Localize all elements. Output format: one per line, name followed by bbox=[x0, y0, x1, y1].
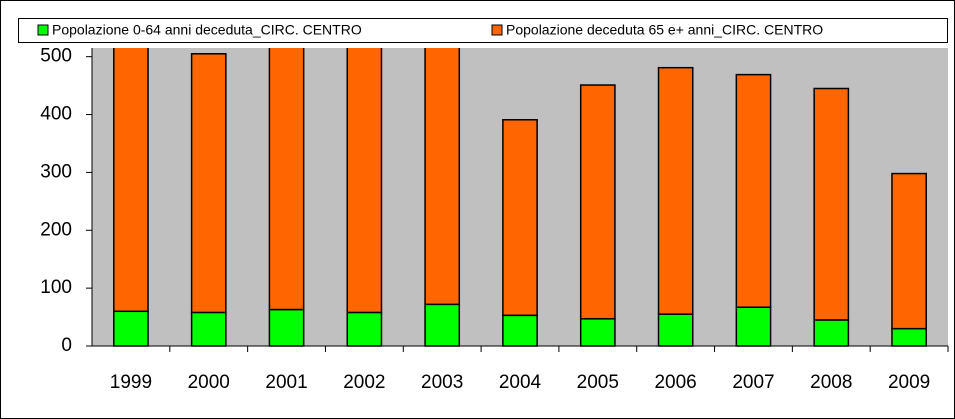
bar-segment bbox=[891, 172, 927, 330]
bar-segment bbox=[735, 73, 772, 308]
bar-segment bbox=[579, 84, 616, 320]
bar-segment bbox=[424, 48, 461, 306]
x-tick-label: 2007 bbox=[732, 372, 774, 393]
x-tick-label: 2001 bbox=[265, 372, 307, 393]
bar-segment bbox=[268, 48, 305, 311]
x-tick-label: 2002 bbox=[343, 372, 385, 393]
y-tick-label: 500 bbox=[40, 46, 72, 67]
bar-segment bbox=[268, 308, 305, 347]
bar-segment bbox=[502, 119, 538, 317]
bar-segment bbox=[113, 48, 149, 313]
legend-swatch bbox=[491, 24, 503, 36]
y-tick-label: 400 bbox=[40, 104, 72, 125]
bar-segment bbox=[813, 87, 850, 321]
x-tick-label: 2008 bbox=[810, 372, 852, 393]
x-tick-label: 2005 bbox=[577, 372, 619, 393]
bar-segment bbox=[579, 318, 616, 347]
bar-segment bbox=[424, 303, 461, 347]
bar-segment bbox=[657, 66, 694, 315]
bar-segment bbox=[502, 314, 538, 347]
x-tick-label: 2009 bbox=[888, 372, 930, 393]
bar-segment bbox=[346, 311, 383, 347]
y-tick-label: 300 bbox=[40, 161, 72, 182]
bar-segment bbox=[891, 327, 927, 347]
x-tick-label: 2004 bbox=[499, 372, 542, 393]
y-tick-label: 200 bbox=[40, 219, 72, 240]
x-tick-label: 2006 bbox=[654, 372, 696, 393]
bar-segment bbox=[190, 311, 227, 347]
bar-segment bbox=[190, 53, 227, 314]
plot bbox=[113, 48, 927, 347]
x-tick-label: 2003 bbox=[421, 372, 463, 393]
bar-segment bbox=[657, 313, 694, 347]
legend-label: Popolazione deceduta 65 e+ anni_CIRC. CE… bbox=[506, 22, 823, 38]
bar-segment bbox=[113, 310, 149, 347]
y-tick-label: 100 bbox=[40, 277, 72, 298]
legend-label: Popolazione 0-64 anni deceduta_CIRC. CEN… bbox=[52, 22, 362, 38]
x-tick-label: 2000 bbox=[188, 372, 230, 393]
bar-segment bbox=[346, 48, 383, 314]
legend-swatch bbox=[37, 24, 49, 36]
y-tick-label: 0 bbox=[61, 335, 72, 356]
legend-box bbox=[18, 18, 948, 43]
bar-segment bbox=[813, 319, 850, 347]
x-tick-label: 1999 bbox=[110, 372, 152, 393]
bar-segment bbox=[735, 306, 772, 347]
